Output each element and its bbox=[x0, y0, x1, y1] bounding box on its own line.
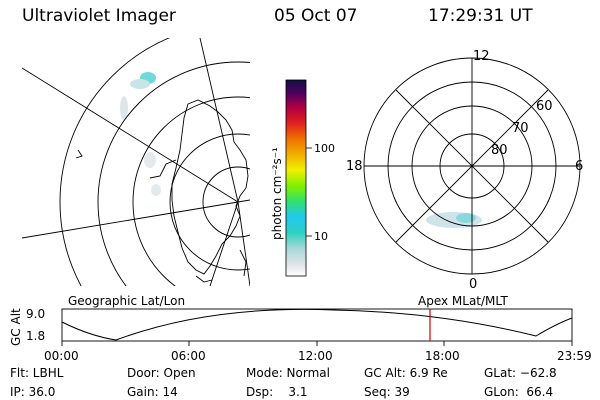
date-label: 05 Oct 07 bbox=[274, 6, 358, 26]
timeline-xtick-1800: 18:00 bbox=[425, 349, 460, 363]
colorbar bbox=[285, 79, 312, 277]
timeline-left-title: Geographic Lat/Lon bbox=[68, 294, 185, 308]
mlat-label-80: 80 bbox=[491, 143, 508, 158]
timeline-xtick-2359: 23:59 bbox=[557, 349, 592, 363]
mlt-label-18: 18 bbox=[346, 159, 363, 174]
time-label: 17:29:31 UT bbox=[428, 6, 533, 26]
info-gc-alt: GC Alt: 6.9 Re bbox=[364, 366, 448, 380]
colorbar-tick-10: 10 bbox=[314, 230, 328, 243]
timeline-xtick-0600: 06:00 bbox=[171, 349, 206, 363]
info-door: Door: Open bbox=[127, 366, 196, 380]
timeline-plot bbox=[61, 308, 573, 346]
app-title: Ultraviolet Imager bbox=[22, 6, 176, 26]
timeline-right-title: Apex MLat/MLT bbox=[418, 294, 508, 308]
colorbar-tick-100: 100 bbox=[314, 142, 335, 155]
mlt-label-0: 0 bbox=[469, 277, 477, 292]
timeline-xtick-1200: 12:00 bbox=[298, 349, 333, 363]
info-dsp: Dsp: 3.1 bbox=[246, 385, 308, 399]
timeline-xtick-0000: 00:00 bbox=[44, 349, 79, 363]
mlt-label-12: 12 bbox=[473, 49, 490, 64]
info-filter: Flt: LBHL bbox=[10, 366, 64, 380]
geographic-map-panel bbox=[22, 38, 250, 286]
info-glat: GLat: −62.8 bbox=[484, 366, 557, 380]
mlat-label-60: 60 bbox=[536, 99, 553, 114]
auroral-emission bbox=[120, 72, 161, 196]
polar-plot bbox=[363, 57, 581, 275]
info-glon: GLon: 66.4 bbox=[484, 385, 553, 399]
mlt-label-6: 6 bbox=[575, 159, 583, 174]
info-gain: Gain: 14 bbox=[127, 385, 178, 399]
info-mode: Mode: Normal bbox=[246, 366, 330, 380]
info-ip: IP: 36.0 bbox=[10, 385, 55, 399]
mlat-label-70: 70 bbox=[512, 121, 529, 136]
colorbar-label: photon cm⁻²s⁻¹ bbox=[270, 147, 284, 240]
timeline-ytick-high: 9.0 bbox=[26, 307, 45, 321]
info-seq: Seq: 39 bbox=[364, 385, 410, 399]
timeline-ytick-low: 1.8 bbox=[26, 329, 45, 343]
timeline-ylabel: GC Alt bbox=[9, 308, 23, 346]
